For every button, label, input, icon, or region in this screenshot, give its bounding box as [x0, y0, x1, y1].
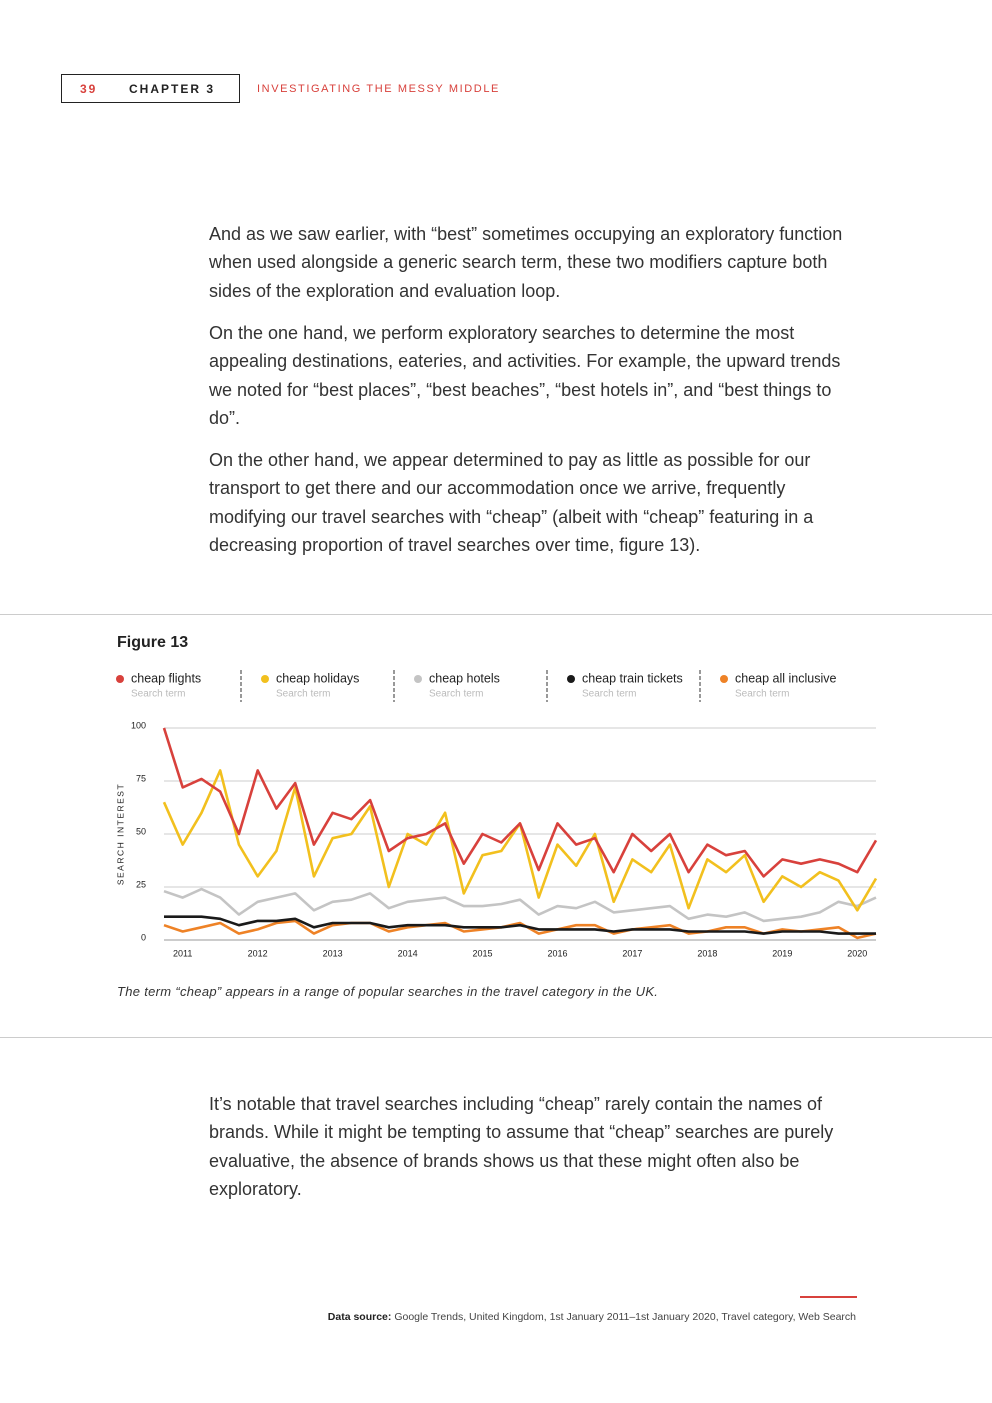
legend-sublabel: Search term: [582, 689, 636, 700]
legend-sublabel: Search term: [735, 689, 789, 700]
x-tick-label: 2016: [547, 948, 567, 958]
paragraph: And as we saw earlier, with “best” somet…: [209, 224, 843, 301]
series-line: [162, 769, 878, 912]
source: Data source: Google Trends, United Kingd…: [328, 1311, 856, 1323]
legend-label: cheap train tickets: [582, 671, 683, 685]
section-title: INVESTIGATING THE MESSY MIDDLE: [257, 83, 500, 95]
x-tick-label: 2015: [473, 948, 493, 958]
x-tick-label: 2019: [772, 948, 792, 958]
series-line: [164, 915, 876, 935]
legend-marker: [720, 675, 728, 683]
paragraph: On the other hand, we appear determined …: [209, 450, 814, 555]
chart: cheap flights Search term cheap holidays Se…: [115, 670, 878, 958]
paragraph: On the one hand, we perform exploratory …: [209, 323, 841, 428]
legend-marker: [116, 675, 124, 683]
y-tick-label: 75: [136, 773, 146, 783]
y-axis-label: SEARCH INTEREST: [115, 783, 125, 885]
legend-label: cheap all inclusive: [735, 671, 836, 685]
y-tick-label: 100: [131, 720, 146, 730]
paragraph: It’s notable that travel searches includ…: [209, 1094, 834, 1199]
legend-label: cheap flights: [131, 671, 201, 685]
divider: [0, 1037, 992, 1038]
legend-label: cheap hotels: [429, 671, 500, 685]
legend-marker: [261, 675, 269, 683]
legend-sublabel: Search term: [276, 689, 330, 700]
header-box: [61, 74, 240, 103]
x-tick-label: 2020: [847, 948, 867, 958]
source-rule: [800, 1296, 857, 1298]
legend-sublabel: Search term: [429, 689, 483, 700]
divider: [0, 614, 992, 615]
y-tick-label: 0: [141, 932, 146, 942]
chapter: CHAPTER 3: [129, 82, 216, 96]
series-line: [163, 887, 877, 923]
legend-marker: [567, 675, 575, 683]
legend-label: cheap holidays: [276, 671, 359, 685]
x-tick-label: 2017: [622, 948, 642, 958]
series-line: [162, 727, 878, 878]
figure-caption: The term “cheap” appears in a range of p…: [117, 984, 659, 999]
x-tick-label: 2012: [248, 948, 268, 958]
legend-marker: [414, 675, 422, 683]
x-tick-label: 2011: [173, 948, 192, 958]
series-line: [163, 919, 877, 940]
source-text: Google Trends, United Kingdom, 1st Janua…: [394, 1311, 856, 1323]
page-number: 39: [80, 82, 98, 96]
legend-sublabel: Search term: [131, 689, 185, 700]
x-tick-label: 2018: [697, 948, 717, 958]
source-label: Data source:: [327, 1311, 392, 1323]
x-tick-label: 2014: [398, 948, 418, 958]
y-tick-label: 50: [136, 826, 146, 836]
figure-title: Figure 13: [117, 634, 189, 651]
y-tick-label: 25: [136, 879, 146, 889]
x-tick-label: 2013: [323, 948, 343, 958]
